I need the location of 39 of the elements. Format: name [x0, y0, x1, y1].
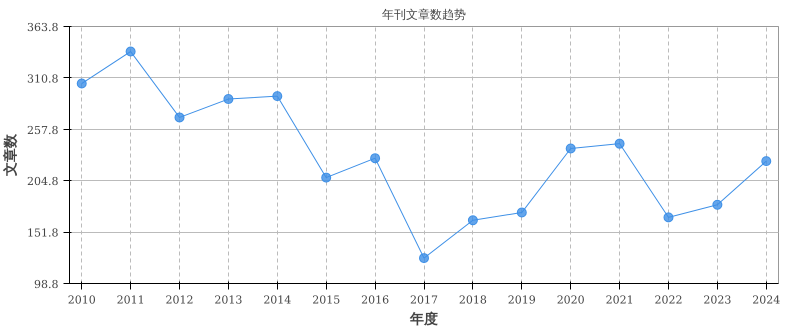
- x-tick-label: 2017: [410, 294, 438, 306]
- point: [712, 200, 722, 210]
- point: [370, 153, 380, 164]
- y-tick-label: 257.8: [27, 124, 59, 137]
- point: [76, 78, 87, 89]
- point: [174, 112, 185, 122]
- point: [516, 208, 527, 218]
- x-axis-title: 年度: [409, 310, 438, 328]
- x-tick-label: 2021: [606, 294, 634, 306]
- x-tick-label: 2011: [116, 294, 145, 306]
- x-tick-label: 2013: [214, 294, 242, 306]
- y-tick-label: 363.8: [27, 21, 59, 34]
- y-axis-title: 文章数: [2, 133, 20, 177]
- x-tick-label: 2010: [68, 294, 96, 306]
- point: [614, 138, 625, 149]
- point: [663, 212, 674, 222]
- x-tick-label: 2018: [458, 294, 487, 306]
- x-tick-label: 2020: [556, 294, 585, 306]
- x-tick-label: 2019: [508, 294, 536, 306]
- x-tick-label: 2022: [654, 294, 682, 306]
- x-tick-label: 2023: [703, 294, 732, 306]
- point: [419, 253, 429, 264]
- point: [566, 144, 576, 154]
- y-tick-label: 151.8: [27, 226, 59, 240]
- point: [126, 46, 136, 57]
- y-tick-label: 98.8: [34, 278, 59, 291]
- point: [468, 215, 478, 226]
- y-tick-label: 310.8: [27, 72, 59, 86]
- chart-title: 年刊文章数趋势: [382, 8, 466, 22]
- y-tick-label: 204.8: [27, 175, 59, 188]
- point: [761, 156, 772, 166]
- x-tick-label: 2016: [361, 294, 390, 306]
- x-tick-label: 2012: [166, 294, 194, 306]
- point: [223, 94, 234, 104]
- point: [272, 91, 282, 102]
- x-tick-label: 2024: [752, 294, 780, 306]
- point: [321, 172, 332, 183]
- x-tick-label: 2015: [312, 294, 340, 306]
- x-tick-label: 2014: [263, 294, 292, 306]
